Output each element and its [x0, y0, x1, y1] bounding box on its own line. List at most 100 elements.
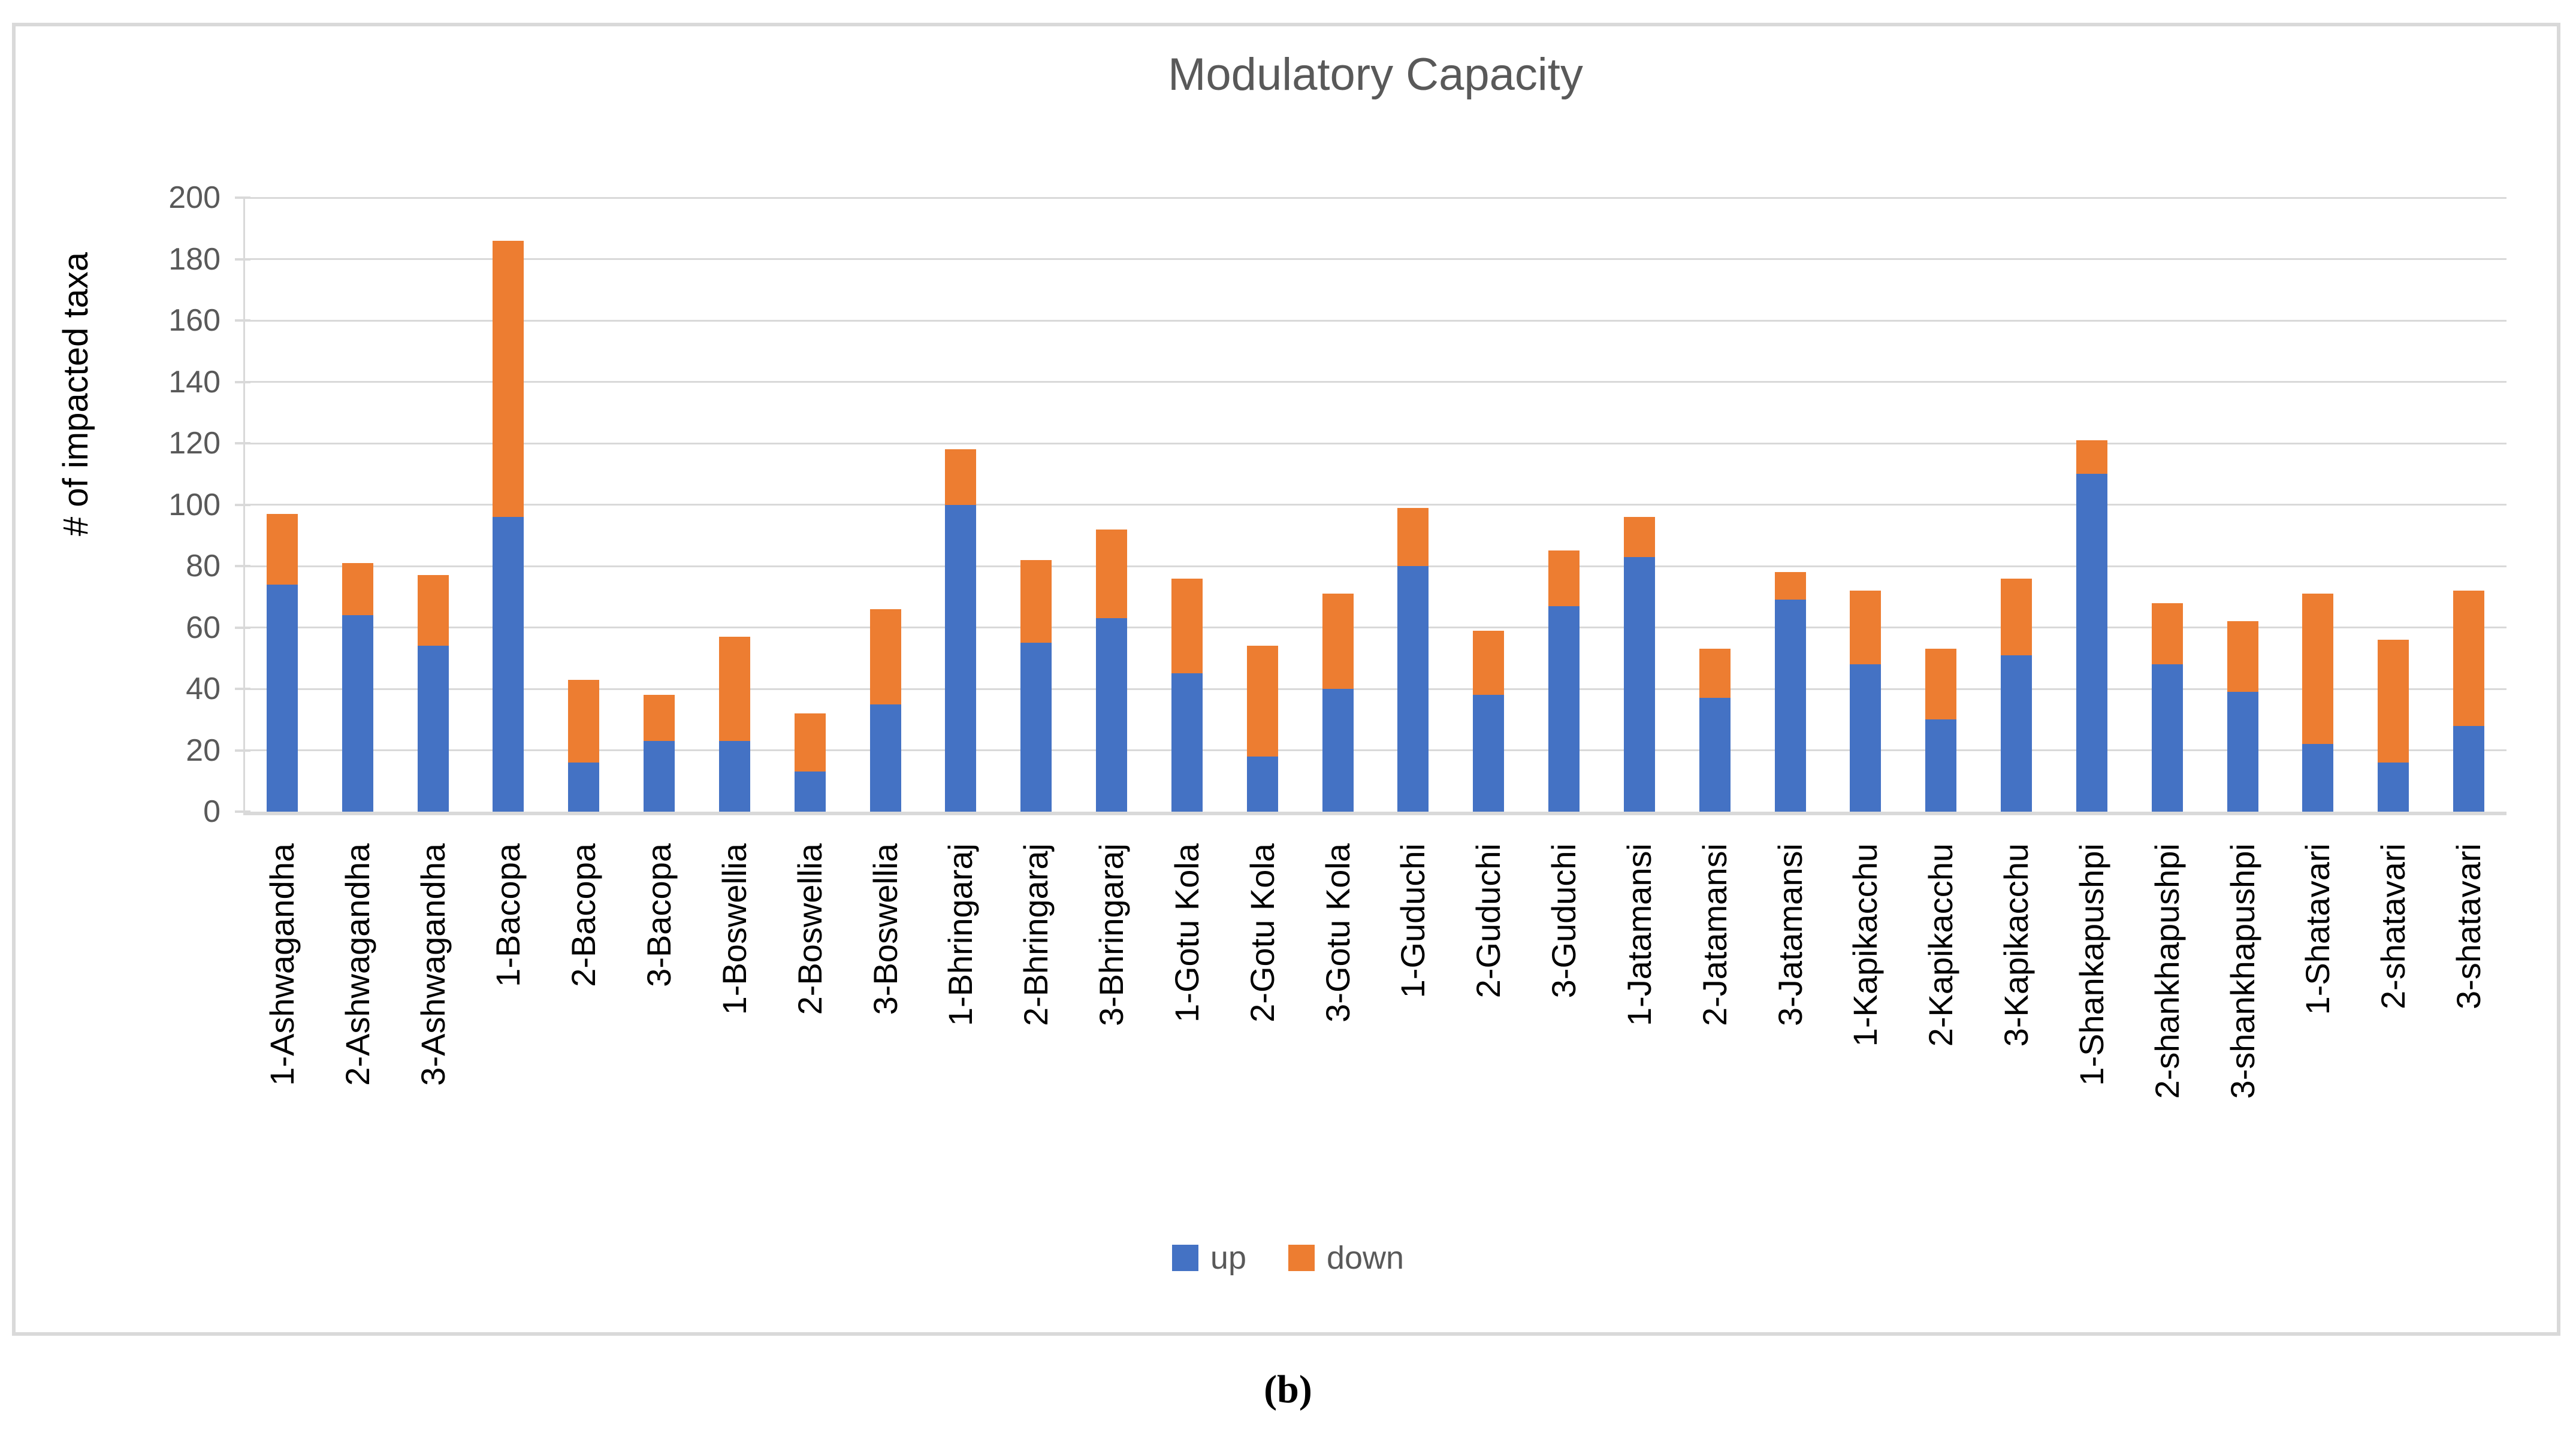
bar-segment-up [1171, 673, 1203, 812]
bar-segment-down [794, 713, 826, 772]
bar-segment-up [417, 646, 449, 812]
x-category-label: 3-shatavari [2450, 843, 2488, 1010]
bar-segment-up [945, 504, 977, 812]
bar-segment-up [644, 741, 675, 812]
x-category-label: 1-Boswellia [715, 843, 753, 1015]
bar-segment-down [1473, 630, 1505, 695]
bar-segment-down [869, 609, 901, 704]
gridline [244, 196, 2506, 199]
x-category-label: 3-Bhringaraj [1092, 843, 1131, 1027]
bar-segment-up [568, 763, 600, 812]
x-category-label: 3-Guduchi [1545, 843, 1583, 999]
panel-caption: (b) [1264, 1368, 1312, 1411]
bar-segment-up [1774, 600, 1806, 812]
x-category-label: 2-Ashwagandha [338, 843, 376, 1086]
gridline [244, 442, 2506, 444]
bar-segment-down [1171, 578, 1203, 674]
bar-segment-up [869, 704, 901, 812]
bar-segment-up [493, 517, 524, 812]
y-axis-tick [235, 810, 250, 813]
x-category-label: 2-Gotu Kola [1243, 843, 1281, 1022]
bar-segment-down [1096, 529, 1128, 619]
gridline [244, 258, 2506, 260]
x-category-label: 3-Kapikacchu [1997, 843, 2036, 1047]
bar-segment-up [718, 741, 750, 812]
y-axis-tick [235, 749, 250, 752]
bar-segment-up [794, 772, 826, 812]
y-axis-tick [235, 319, 250, 322]
bar-segment-down [644, 695, 675, 742]
bar-segment-down [945, 449, 977, 505]
y-tick-label: 160 [168, 303, 221, 338]
bar-segment-down [1020, 559, 1052, 643]
bar-segment-up [2151, 664, 2183, 812]
legend-swatch-up [1171, 1245, 1198, 1271]
bar-segment-down [2453, 591, 2485, 726]
y-axis-title: # of impacted taxa [56, 252, 95, 536]
y-tick-label: 40 [186, 671, 221, 706]
x-category-label: 1-Shatavari [2299, 843, 2337, 1015]
x-category-label: 2-Boswellia [790, 843, 829, 1015]
legend-label-down: down [1326, 1240, 1405, 1276]
bar-segment-up [2453, 725, 2485, 812]
bar-segment-down [1699, 649, 1731, 698]
legend-swatch-down [1288, 1245, 1315, 1271]
x-category-label: 2-Bhringaraj [1017, 843, 1055, 1027]
bar-segment-up [1623, 556, 1655, 812]
x-category-label: 1-Gotu Kola [1167, 843, 1206, 1022]
y-axis-tick [235, 503, 250, 506]
gridline [244, 627, 2506, 628]
bar-segment-down [1774, 572, 1806, 600]
x-category-label: 3-Boswellia [866, 843, 904, 1015]
y-axis-tick [235, 258, 250, 261]
bar-segment-down [2378, 640, 2409, 763]
bar-segment-up [266, 584, 298, 812]
bar-segment-down [266, 513, 298, 585]
bar-segment-down [493, 240, 524, 517]
bar-segment-up [1096, 618, 1128, 812]
legend-label-up: up [1210, 1240, 1246, 1276]
x-category-label: 2-Jatamansi [1695, 843, 1734, 1027]
legend-item-up: up [1171, 1240, 1246, 1276]
bar-segment-up [1020, 643, 1052, 812]
y-tick-label: 80 [186, 549, 221, 583]
x-category-label: 2-shankhapushpi [2148, 843, 2186, 1099]
gridline [244, 749, 2506, 751]
legend: up down [0, 1241, 2576, 1275]
x-category-label: 3-Ashwagandha [413, 843, 452, 1086]
x-category-label: 1-Kapikacchu [1846, 843, 1885, 1047]
bar-segment-down [2151, 603, 2183, 664]
bar-segment-down [2001, 578, 2033, 655]
gridline [244, 381, 2506, 383]
bar-segment-up [1397, 566, 1429, 812]
y-tick-label: 0 [203, 794, 221, 829]
x-category-label: 3-Gotu Kola [1318, 843, 1357, 1022]
bar-segment-up [2378, 763, 2409, 812]
bar-segment-up [2076, 474, 2107, 812]
gridline [244, 565, 2506, 567]
bar-segment-up [2302, 744, 2334, 812]
y-tick-label: 100 [168, 487, 221, 522]
bar-segment-down [568, 679, 600, 763]
bar-segment-down [2076, 440, 2107, 474]
bar-segment-down [1850, 591, 1882, 664]
y-tick-label: 60 [186, 610, 221, 645]
bar-segment-down [1548, 550, 1580, 606]
bar-segment-up [1322, 689, 1354, 812]
x-category-label: 1-Jatamansi [1620, 843, 1658, 1027]
y-axis-tick [235, 688, 250, 690]
y-axis-tick [235, 380, 250, 383]
x-category-label: 3-Jatamansi [1771, 843, 1809, 1027]
legend-item-down: down [1288, 1241, 1404, 1275]
gridline [244, 688, 2506, 690]
x-category-label: 2-shatavari [2374, 843, 2412, 1010]
bar-segment-down [1623, 517, 1655, 557]
x-category-label: 3-Bacopa [640, 843, 678, 987]
y-tick-label: 120 [168, 426, 221, 461]
bar-segment-up [1246, 756, 1278, 812]
y-axis-line [243, 198, 245, 815]
y-axis-tick [235, 442, 250, 444]
bar-segment-up [2001, 655, 2033, 812]
y-axis-tick [235, 565, 250, 567]
